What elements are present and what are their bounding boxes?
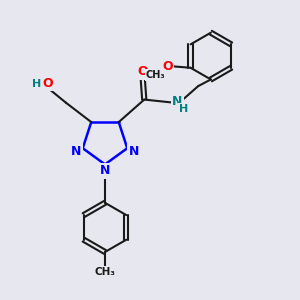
Text: N: N [129,145,139,158]
Text: O: O [42,77,53,90]
Text: CH₃: CH₃ [94,267,116,278]
Text: O: O [137,65,148,79]
Text: N: N [172,94,182,108]
Text: H: H [178,104,188,114]
Text: CH₃: CH₃ [146,70,165,80]
Text: O: O [162,60,172,73]
Text: N: N [100,164,110,178]
Text: H: H [32,79,41,89]
Text: N: N [71,145,81,158]
